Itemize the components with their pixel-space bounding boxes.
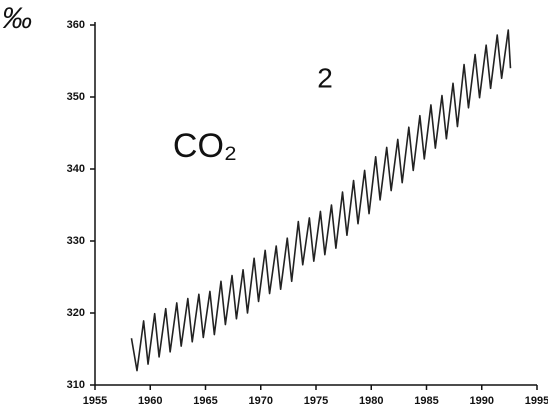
y-axis-label: ‰ (2, 2, 32, 35)
data-line (130, 29, 512, 372)
x-tick-label: 1980 (359, 395, 383, 407)
y-tick-label: 320 (67, 307, 85, 319)
y-tick-label: 330 (67, 235, 85, 247)
x-tick-label: 1970 (249, 395, 273, 407)
y-tick-label: 340 (67, 163, 85, 175)
y-tick-label: 310 (67, 379, 85, 391)
x-tick-label: 1990 (470, 395, 494, 407)
x-tick-label: 1955 (83, 395, 107, 407)
y-tick-label: 350 (67, 91, 85, 103)
x-tick-label: 1965 (193, 395, 217, 407)
x-tick-label: 1995 (525, 395, 548, 407)
x-tick-label: 1975 (304, 395, 328, 407)
x-tick-label: 1960 (138, 395, 162, 407)
y-tick-label: 360 (67, 19, 85, 31)
panel-number: 2 (317, 62, 333, 93)
annotation: CO₂ (173, 127, 237, 165)
x-tick-label: 1985 (414, 395, 438, 407)
